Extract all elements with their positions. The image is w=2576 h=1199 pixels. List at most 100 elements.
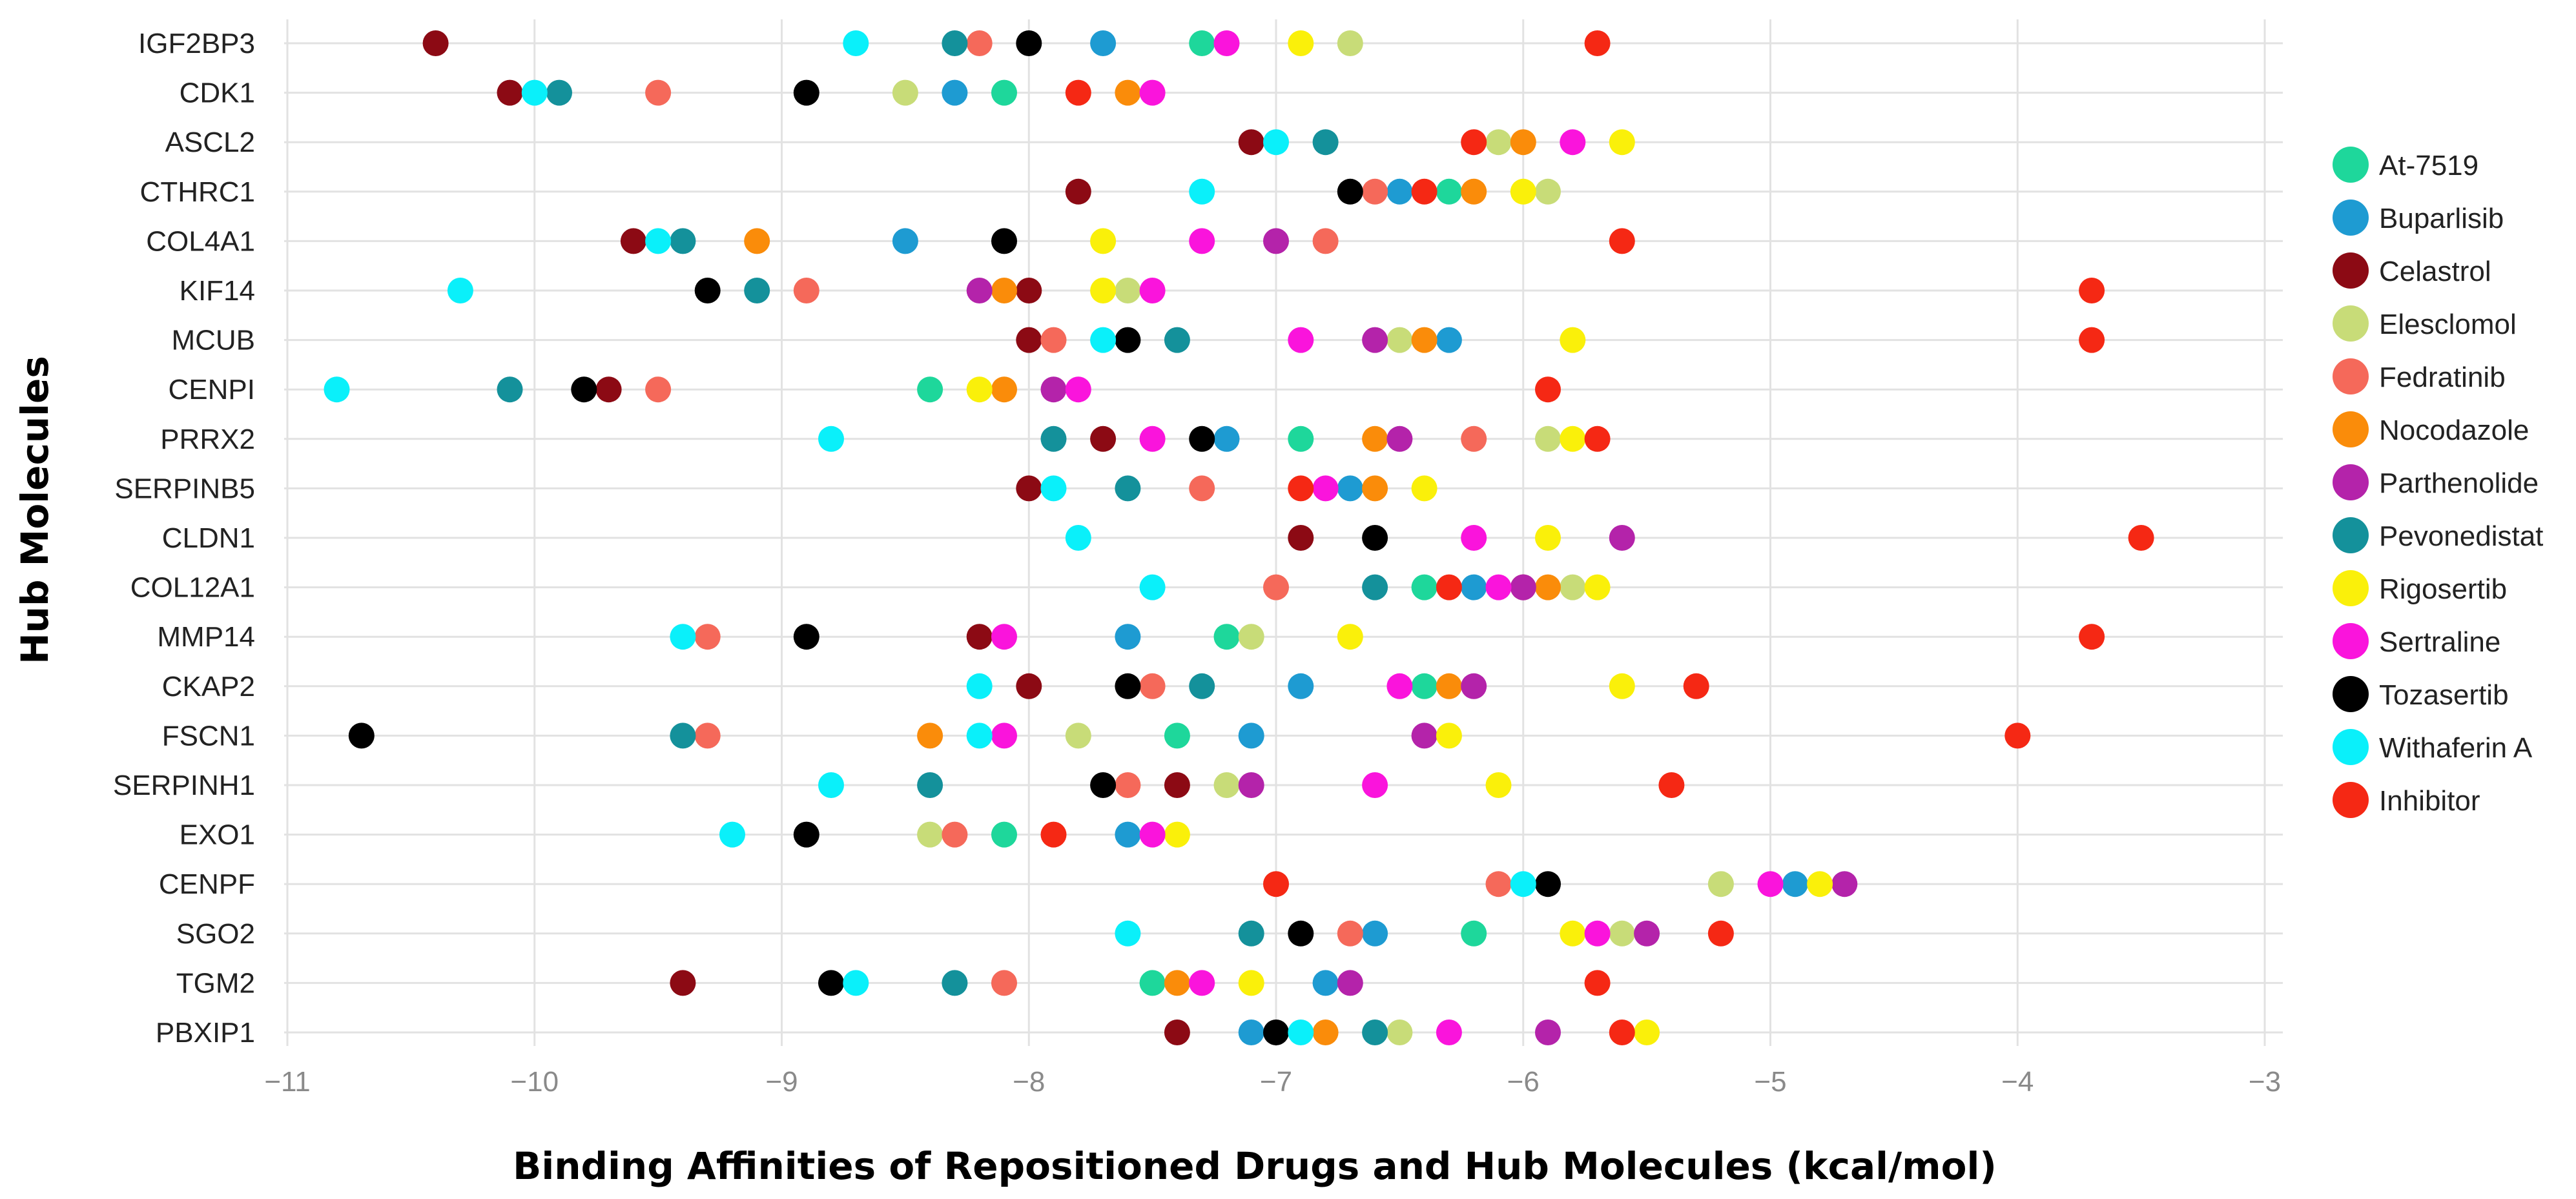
data-point <box>1362 772 1388 798</box>
data-point <box>1535 871 1561 897</box>
data-point <box>1337 475 1363 502</box>
data-point <box>1189 425 1215 452</box>
data-point <box>1436 574 1462 600</box>
data-point <box>1461 920 1487 947</box>
legend-label: Tozasertib <box>2379 679 2509 711</box>
data-point <box>793 624 819 650</box>
data-point <box>966 376 993 403</box>
y-tick-label: CLDN1 <box>162 522 255 554</box>
data-point <box>1139 673 1166 699</box>
data-point <box>1461 574 1487 600</box>
data-point <box>1115 920 1141 947</box>
data-point <box>1263 574 1289 600</box>
data-point <box>1337 30 1363 56</box>
data-point <box>1436 722 1462 749</box>
data-point <box>497 376 523 403</box>
legend-label: Sertraline <box>2379 626 2500 658</box>
data-point <box>620 228 646 254</box>
data-point <box>991 722 1017 749</box>
data-point <box>1288 920 1314 947</box>
data-point <box>1411 574 1437 600</box>
y-tick-label: MMP14 <box>157 621 255 653</box>
data-point <box>1411 327 1437 353</box>
data-point <box>1510 574 1536 600</box>
data-point <box>744 228 770 254</box>
data-point <box>1238 129 1264 156</box>
data-point <box>1560 425 1586 452</box>
data-point <box>1115 624 1141 650</box>
data-point <box>2004 722 2031 749</box>
data-point <box>1609 129 1635 156</box>
data-point <box>1609 228 1635 254</box>
data-point <box>1016 673 1042 699</box>
data-point <box>1461 425 1487 452</box>
data-point <box>1090 30 1117 56</box>
data-point <box>942 30 968 56</box>
data-point <box>1386 327 1413 353</box>
legend-label: Withaferin A <box>2379 732 2533 764</box>
legend-marker <box>2333 252 2369 289</box>
data-point <box>1065 178 1091 205</box>
data-point <box>1535 1020 1561 1045</box>
data-point <box>1139 79 1166 106</box>
data-point <box>917 722 943 749</box>
data-point <box>1535 178 1561 205</box>
data-point <box>1312 475 1339 502</box>
data-point <box>1213 772 1240 798</box>
data-point <box>546 79 572 106</box>
data-point <box>1139 970 1166 996</box>
data-point <box>991 624 1017 650</box>
data-point <box>1461 178 1487 205</box>
legend-marker <box>2333 676 2369 712</box>
data-point <box>1213 624 1240 650</box>
legend-marker <box>2333 411 2369 447</box>
data-point <box>1584 920 1611 947</box>
data-point <box>1386 178 1413 205</box>
y-tick-label: IGF2BP3 <box>138 28 255 59</box>
data-point <box>1312 1020 1339 1045</box>
data-point <box>1535 574 1561 600</box>
y-tick-label: CTHRC1 <box>140 176 255 208</box>
data-point <box>1362 525 1388 551</box>
data-point <box>991 278 1017 303</box>
data-point <box>1411 722 1437 749</box>
legend-marker <box>2333 517 2369 553</box>
y-tick-label: CENPF <box>159 868 255 900</box>
data-point <box>1115 278 1141 303</box>
data-point <box>1609 1020 1635 1045</box>
data-point <box>447 278 473 303</box>
data-point <box>966 673 993 699</box>
data-point <box>1115 673 1141 699</box>
data-point <box>694 278 721 303</box>
data-point <box>1040 821 1067 848</box>
data-point <box>1238 772 1264 798</box>
data-point <box>1139 278 1166 303</box>
data-point <box>1139 574 1166 600</box>
legend-label: Pevonedistat <box>2379 520 2543 552</box>
data-point <box>719 821 745 848</box>
legend-label: Elesclomol <box>2379 309 2517 340</box>
legend-marker <box>2333 623 2369 659</box>
data-point <box>521 79 548 106</box>
y-tick-label: KIF14 <box>180 275 255 307</box>
data-point <box>1560 574 1586 600</box>
data-point <box>1436 327 1462 353</box>
y-tick-label: MCUB <box>171 325 255 356</box>
data-point <box>1362 574 1388 600</box>
data-point <box>1535 525 1561 551</box>
data-point <box>1658 772 1685 798</box>
x-tick-label: −4 <box>2001 1066 2034 1098</box>
data-point <box>1510 178 1536 205</box>
data-point <box>1362 178 1388 205</box>
data-point <box>1040 327 1067 353</box>
data-point <box>1831 871 1858 897</box>
data-point <box>1263 129 1289 156</box>
data-point <box>694 624 721 650</box>
y-tick-label: TGM2 <box>176 967 255 999</box>
legend-label: Nocodazole <box>2379 415 2529 446</box>
legend-label: Buparlisib <box>2379 203 2504 234</box>
data-point <box>1189 30 1215 56</box>
data-point <box>670 228 696 254</box>
data-point <box>1189 970 1215 996</box>
data-point <box>348 722 375 749</box>
